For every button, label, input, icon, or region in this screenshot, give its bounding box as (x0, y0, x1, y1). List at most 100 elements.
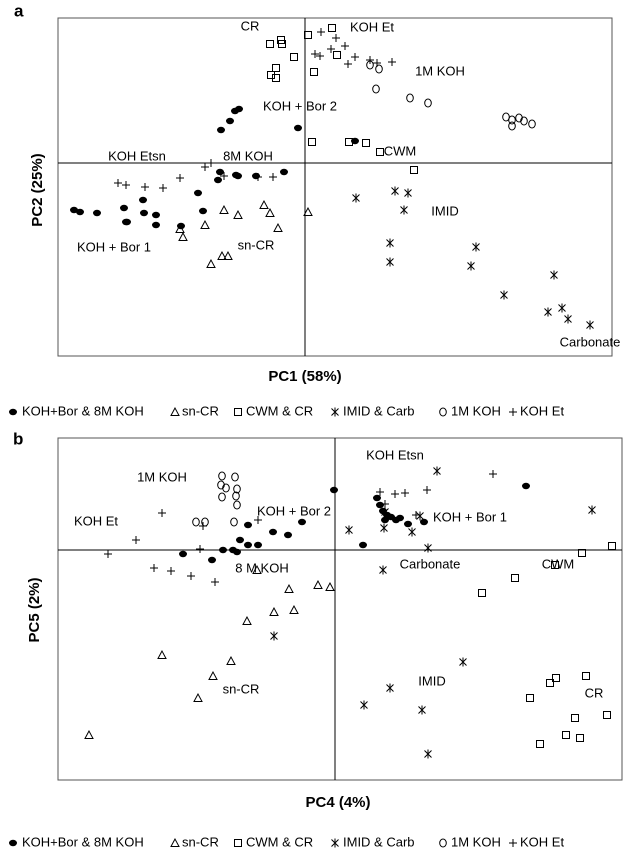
point (290, 53, 298, 61)
point (571, 714, 579, 722)
point (176, 174, 184, 182)
point (267, 71, 275, 79)
point (588, 505, 596, 515)
annotation: 1M KOH (137, 469, 187, 484)
point (359, 541, 367, 549)
point (379, 565, 387, 575)
legend-label: CWM & CR (246, 834, 313, 849)
point (194, 189, 202, 197)
point (608, 542, 616, 550)
point (404, 520, 412, 528)
point (150, 564, 158, 572)
legend-marker (331, 407, 339, 417)
point (459, 657, 467, 667)
point (586, 320, 594, 330)
legend-marker (439, 407, 447, 417)
point (233, 209, 243, 219)
point (226, 117, 234, 125)
point (93, 209, 101, 217)
point (178, 231, 188, 241)
point (114, 179, 122, 187)
point (254, 173, 262, 181)
y-axis-title: PC2 (25%) (29, 153, 46, 226)
point (218, 471, 226, 481)
legend-label: IMID & Carb (343, 403, 415, 418)
point (199, 522, 207, 530)
legend-label: CWM & CR (246, 403, 313, 418)
point (373, 59, 381, 67)
point (308, 138, 316, 146)
point (265, 207, 275, 217)
point (159, 184, 167, 192)
annotation: CWM (542, 556, 575, 571)
point (345, 138, 353, 146)
point (396, 514, 404, 522)
point (303, 206, 313, 216)
point (219, 204, 229, 214)
point (232, 491, 240, 501)
point (199, 207, 207, 215)
point (289, 604, 299, 614)
point (217, 480, 225, 490)
point (360, 700, 368, 710)
annotation: KOH + Bor 1 (433, 509, 507, 524)
legend-label: KOH Et (520, 403, 564, 418)
point (298, 518, 306, 526)
point (122, 181, 130, 189)
point (366, 56, 374, 64)
point (269, 528, 277, 536)
point (386, 257, 394, 267)
point (391, 186, 399, 196)
point (310, 68, 318, 76)
point (235, 105, 243, 113)
point (217, 250, 227, 260)
legend-marker (9, 839, 17, 847)
annotation: Carbonate (400, 556, 461, 571)
point (104, 550, 112, 558)
annotation: sn-CR (238, 237, 275, 252)
point (120, 204, 128, 212)
legend-marker (509, 839, 517, 847)
point (500, 290, 508, 300)
annotation: KOH + Bor 1 (77, 239, 151, 254)
point (400, 205, 408, 215)
point (550, 270, 558, 280)
point (508, 121, 516, 131)
point (362, 139, 370, 147)
point (375, 64, 383, 74)
point (294, 124, 302, 132)
legend-label: 1M KOH (451, 403, 501, 418)
point (424, 749, 432, 759)
point (280, 168, 288, 176)
point (122, 218, 130, 226)
point (226, 655, 236, 665)
point (472, 242, 480, 252)
point (167, 567, 175, 575)
point (216, 168, 224, 176)
legend-marker (234, 839, 242, 847)
point (317, 28, 325, 36)
point (211, 578, 219, 586)
point (344, 60, 352, 68)
point (562, 731, 570, 739)
point (520, 116, 528, 126)
point (244, 521, 252, 529)
legend-label: 1M KOH (451, 834, 501, 849)
point (401, 489, 409, 497)
point (192, 517, 200, 527)
point (325, 581, 335, 591)
point (578, 549, 586, 557)
panel-label: a (14, 1, 24, 20)
annotation: sn-CR (223, 681, 260, 696)
annotation: CWM (384, 143, 417, 158)
point (412, 511, 420, 519)
point (278, 40, 286, 48)
point (76, 208, 84, 216)
point (376, 148, 384, 156)
annotation: Carbonate (560, 334, 621, 349)
point (152, 211, 160, 219)
legend-label: sn-CR (182, 834, 219, 849)
point (546, 679, 554, 687)
